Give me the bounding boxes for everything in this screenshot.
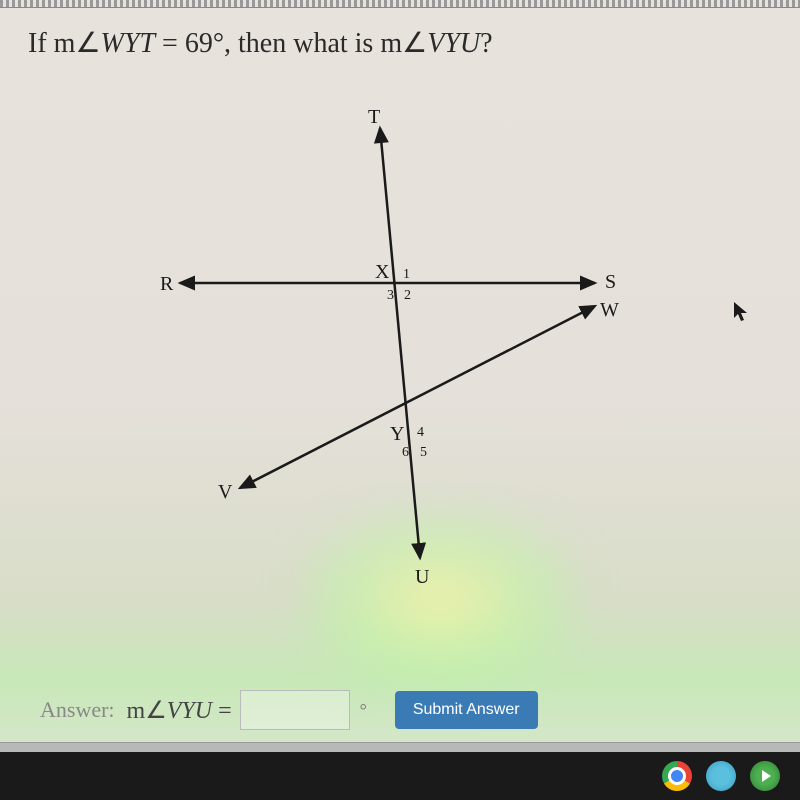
svg-text:Y: Y <box>390 423 404 445</box>
angle-vyu-name: VYU <box>427 28 480 59</box>
app-icon-blue[interactable] <box>706 761 736 791</box>
answer-math-expression: m∠VYU = <box>127 696 232 725</box>
play-icon[interactable] <box>750 761 780 791</box>
top-dashed-border <box>0 0 800 8</box>
chrome-icon[interactable] <box>662 761 692 791</box>
question-suffix: ? <box>480 28 492 59</box>
svg-text:W: W <box>600 299 619 321</box>
svg-text:4: 4 <box>417 425 424 440</box>
svg-text:6: 6 <box>402 445 409 460</box>
taskbar <box>0 752 800 800</box>
question-middle: , then what is m <box>224 28 402 59</box>
equals-text: = <box>162 28 185 59</box>
svg-text:T: T <box>368 106 380 128</box>
svg-text:X: X <box>375 261 390 283</box>
question-prefix: If m <box>28 28 75 59</box>
svg-text:V: V <box>218 481 233 503</box>
svg-text:S: S <box>605 271 616 293</box>
submit-answer-button[interactable]: Submit Answer <box>395 691 538 729</box>
svg-text:1: 1 <box>403 267 410 282</box>
answer-input[interactable] <box>240 690 350 730</box>
answer-angle-name: VYU <box>167 698 212 724</box>
answer-m-prefix: m <box>127 698 146 724</box>
answer-row: Answer: m∠VYU = ° Submit Answer <box>0 690 800 730</box>
question-prompt: If m∠WYT = 69°, then what is m∠VYU? <box>0 8 800 78</box>
given-angle-value: 69° <box>185 28 224 59</box>
angle-symbol-3: ∠ <box>145 698 167 724</box>
diagram-svg: T U R SW V X Y 1 23 4 56 <box>0 88 800 608</box>
angle-wyt-name: WYT <box>101 28 155 59</box>
taskbar-separator <box>0 742 800 752</box>
angle-symbol-1: ∠ <box>75 28 100 59</box>
svg-text:2: 2 <box>404 288 411 303</box>
svg-text:5: 5 <box>420 445 427 460</box>
equals-sign: = <box>218 698 232 724</box>
svg-text:U: U <box>415 566 430 588</box>
angle-symbol-2: ∠ <box>402 28 427 59</box>
answer-label: Answer: <box>40 697 115 723</box>
mouse-cursor <box>732 300 750 324</box>
degree-symbol: ° <box>360 700 367 721</box>
geometry-diagram: T U R SW V X Y 1 23 4 56 <box>0 88 800 588</box>
svg-text:3: 3 <box>387 288 394 303</box>
svg-text:R: R <box>160 273 174 295</box>
